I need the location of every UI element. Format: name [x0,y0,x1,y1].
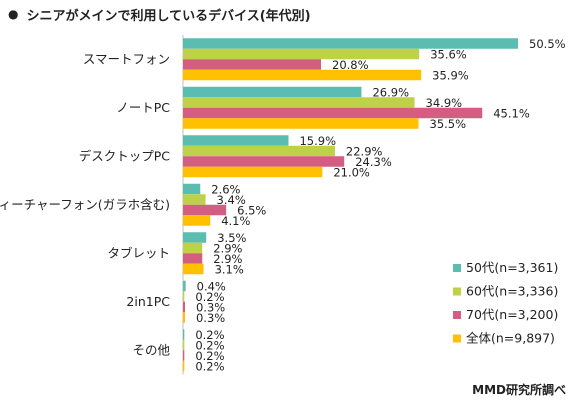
bar-70-n-3-200-2-cat-6 [183,350,185,361]
data-label-50-n-3-361-0-cat-4: 3.5% [217,231,246,245]
data-label-60-n-3-336-1-cat-1: 34.9% [426,96,463,110]
data-label-60-n-3-336-1-cat-4: 2.9% [213,241,242,255]
bar-50-n-3-361-0-cat-6 [183,329,185,340]
data-label-n-9-897-3-cat-0: 35.9% [432,68,469,82]
bar-n-9-897-3-cat-5 [183,312,185,323]
legend-label-3: 全体(n=9,897) [466,331,555,346]
data-label-n-9-897-3-cat-6: 0.2% [195,359,224,373]
bar-60-n-3-336-1-cat-6 [183,339,185,351]
bar-n-9-897-3-cat-1 [183,118,419,129]
category-label-2in1pc-5: 2in1PC [126,294,170,309]
bar-70-n-3-200-2-cat-5 [183,301,185,313]
data-label-70-n-3-200-2-cat-2: 24.3% [355,155,392,169]
data-label-60-n-3-336-1-cat-5: 0.2% [195,290,224,304]
legend-label-0: 50代(n=3,361) [466,260,558,275]
data-label-70-n-3-200-2-cat-3: 6.5% [237,203,266,217]
bar-n-9-897-3-cat-3 [183,215,211,226]
bar-60-n-3-336-1-cat-2 [183,145,335,157]
legend-swatch-0 [453,264,461,272]
category-label-0: スマートフォン [83,51,170,66]
legend-swatch-3 [453,334,461,343]
data-label-50-n-3-361-0-cat-6: 0.2% [195,328,224,342]
chart-title: シニアがメインで利用しているデバイス(年代別) [26,8,311,24]
legend-label-2: 70代(n=3,200) [466,307,558,322]
chart-title-row: ● シニアがメインで利用しているデバイス(年代別) [8,4,311,24]
data-label-n-9-897-3-cat-3: 4.1% [221,214,250,228]
data-label-n-9-897-3-cat-4: 3.1% [215,262,244,276]
category-label-6: その他 [132,342,170,357]
bar-n-9-897-3-cat-0 [183,69,422,81]
data-label-70-n-3-200-2-cat-0: 20.8% [332,58,369,72]
data-label-70-n-3-200-2-cat-6: 0.2% [195,349,224,363]
data-label-50-n-3-361-0-cat-1: 26.9% [372,85,409,99]
bar-n-9-897-3-cat-6 [183,360,185,372]
bar-70-n-3-200-2-cat-3 [183,204,227,216]
data-label-50-n-3-361-0-cat-2: 15.9% [299,134,336,148]
bar-60-n-3-336-1-cat-0 [183,48,420,60]
data-label-50-n-3-361-0-cat-3: 2.6% [211,182,240,196]
data-label-60-n-3-336-1-cat-2: 22.9% [346,144,383,158]
bar-70-n-3-200-2-cat-1 [183,107,483,119]
legend-swatch-2 [453,311,461,319]
data-label-70-n-3-200-2-cat-5: 0.3% [196,300,225,314]
data-label-70-n-3-200-2-cat-1: 45.1% [493,106,530,120]
bar-70-n-3-200-2-cat-2 [183,156,345,167]
bar-50-n-3-361-0-cat-2 [183,135,289,146]
bar-70-n-3-200-2-cat-0 [183,59,321,70]
data-label-50-n-3-361-0-cat-0: 50.5% [529,37,566,51]
category-label-4: タブレット [107,245,170,260]
data-label-n-9-897-3-cat-1: 35.5% [430,117,467,131]
bar-50-n-3-361-0-cat-0 [183,38,519,49]
legend-swatch-1 [453,287,461,296]
data-label-50-n-3-361-0-cat-5: 0.4% [197,279,226,293]
bar-50-n-3-361-0-cat-3 [183,183,201,195]
bar-n-9-897-3-cat-2 [183,166,323,178]
category-label-pc-2: デスクトップPC [79,148,171,163]
bar-n-9-897-3-cat-4 [183,263,204,275]
title-bullet: ● [8,7,19,21]
bar-60-n-3-336-1-cat-1 [183,97,415,108]
data-label-60-n-3-336-1-cat-6: 0.2% [195,338,224,352]
bar-60-n-3-336-1-cat-5 [183,291,185,302]
category-label-pc-1: ノートPC [116,100,170,115]
category-label-3: フィーチャーフォン(ガラホ含む) [0,197,170,212]
bar-60-n-3-336-1-cat-3 [183,194,206,205]
data-label-60-n-3-336-1-cat-3: 3.4% [217,193,246,207]
data-label-n-9-897-3-cat-5: 0.3% [196,311,225,325]
bar-50-n-3-361-0-cat-4 [183,232,207,243]
bar-50-n-3-361-0-cat-5 [183,280,186,292]
source-note: MMD研究所調べ [472,383,566,397]
legend-label-1: 60代(n=3,336) [466,284,558,299]
data-label-70-n-3-200-2-cat-4: 2.9% [213,252,242,266]
bar-60-n-3-336-1-cat-4 [183,242,203,254]
bar-70-n-3-200-2-cat-4 [183,253,203,264]
data-label-60-n-3-336-1-cat-0: 35.6% [430,47,467,61]
bar-50-n-3-361-0-cat-1 [183,86,362,98]
data-label-n-9-897-3-cat-2: 21.0% [333,165,370,179]
